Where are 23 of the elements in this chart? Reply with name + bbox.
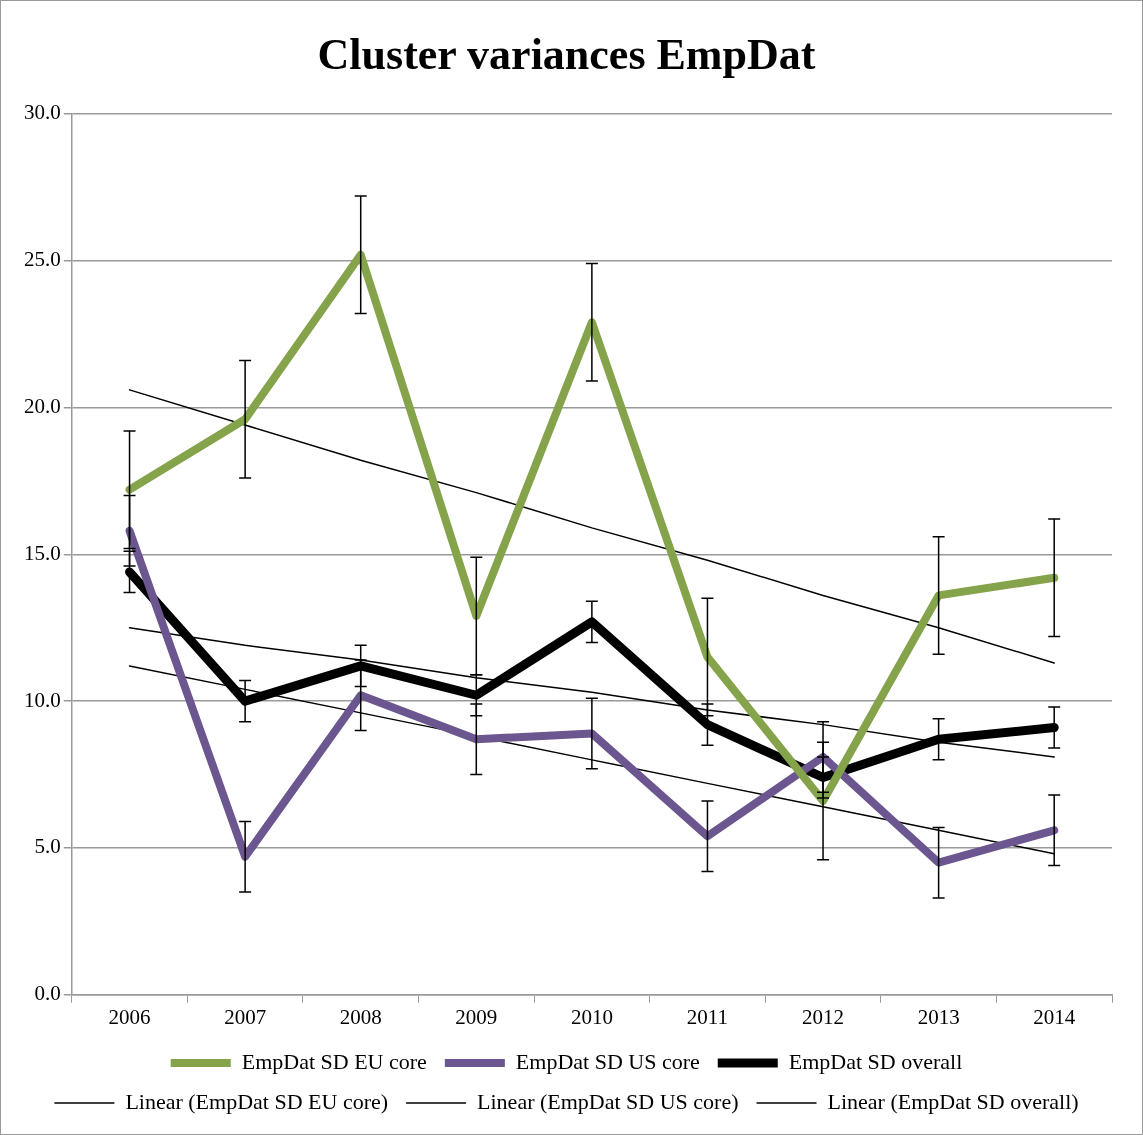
x-tick-label: 2014 [1033,1004,1076,1029]
y-tick-label: 15.0 [24,540,61,565]
y-tick-label: 30.0 [24,100,61,125]
x-tick-label: 2012 [802,1004,845,1029]
y-tick-label: 25.0 [24,247,61,272]
y-tick-label: 10.0 [24,687,61,712]
legend-label: EmpDat SD US core [515,1048,700,1074]
x-tick-label: 2008 [339,1004,382,1029]
legend-label: Linear (EmpDat SD US core) [477,1088,739,1114]
x-tick-label: 2007 [224,1004,267,1029]
legend-label: Linear (EmpDat SD overall) [827,1088,1079,1114]
y-tick-label: 5.0 [34,834,61,859]
x-tick-label: 2013 [917,1004,960,1029]
y-tick-label: 20.0 [24,393,61,418]
legend-label: Linear (EmpDat SD EU core) [125,1088,389,1114]
x-tick-label: 2010 [570,1004,613,1029]
chart-title: Cluster variances EmpDat [317,29,816,79]
y-tick-label: 0.0 [34,981,61,1006]
x-tick-label: 2009 [455,1004,498,1029]
legend-label: EmpDat SD EU core [241,1048,427,1074]
x-tick-label: 2011 [686,1004,729,1029]
x-tick-label: 2006 [108,1004,151,1029]
legend-label: EmpDat SD overall [788,1048,963,1074]
